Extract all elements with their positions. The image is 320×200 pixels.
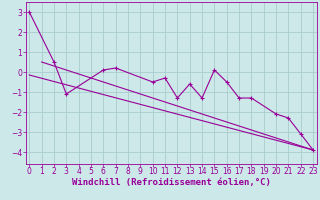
X-axis label: Windchill (Refroidissement éolien,°C): Windchill (Refroidissement éolien,°C) xyxy=(72,178,271,187)
